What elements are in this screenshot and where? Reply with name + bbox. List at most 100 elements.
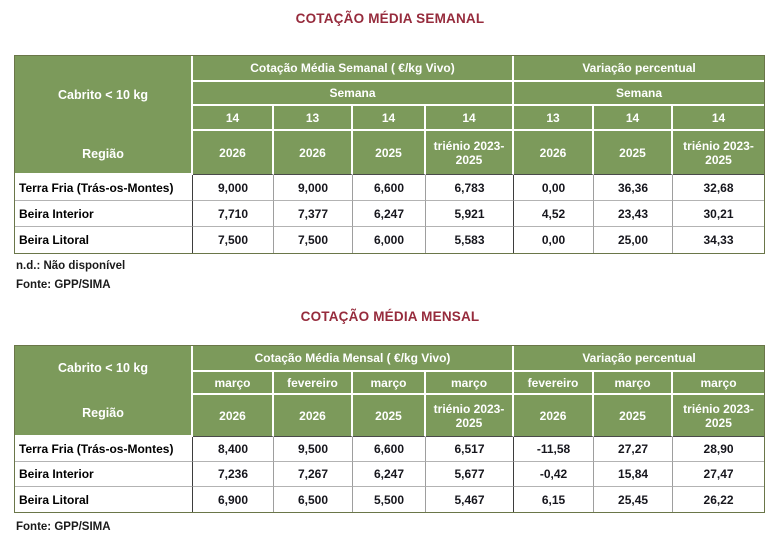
nd-footnote: n.d.: Não disponível xyxy=(16,260,126,272)
value-cell: 23,43 xyxy=(594,201,674,227)
year-cell: 2025 xyxy=(353,131,426,175)
region-cell: Beira Litoral xyxy=(15,487,193,512)
year-cell: 2026 xyxy=(193,395,274,437)
year-cell: 2026 xyxy=(274,395,353,437)
weekly-table-title: COTAÇÃO MÉDIA SEMANAL xyxy=(295,11,485,26)
region-cell: Beira Interior xyxy=(15,201,193,227)
value-cell: 7,377 xyxy=(274,201,353,227)
year-cell: triénio 2023- 2025 xyxy=(673,131,765,175)
value-cell: 5,467 xyxy=(426,487,515,512)
value-cell: 6,600 xyxy=(353,175,426,201)
region-cell: Terra Fria (Trás-os-Montes) xyxy=(15,437,193,462)
week-number-cell: 13 xyxy=(514,106,595,131)
monthly-month-row: março fevereiro março março fevereiro ma… xyxy=(15,372,765,395)
value-cell: 26,22 xyxy=(673,487,765,512)
weekly-variation-group-header: Variação percentual xyxy=(514,56,765,82)
value-cell: 7,710 xyxy=(193,201,274,227)
region-cell: Terra Fria (Trás-os-Montes) xyxy=(15,175,193,201)
value-cell: 0,00 xyxy=(514,227,595,253)
region-column-label: Região xyxy=(82,405,124,420)
year-cell: 2025 xyxy=(594,395,674,437)
value-cell: 6,247 xyxy=(353,462,426,487)
year-cell: triénio 2023- 2025 xyxy=(426,395,515,437)
weekly-table: Cabrito < 10 kg Região Cotação Média Sem… xyxy=(14,55,765,254)
year-cell: 2026 xyxy=(274,131,353,175)
monthly-quote-group-header: Cotação Média Mensal ( €/kg Vivo) xyxy=(193,346,515,372)
region-cell: Beira Interior xyxy=(15,462,193,487)
week-number-cell: 13 xyxy=(274,106,353,131)
value-cell: 6,500 xyxy=(274,487,353,512)
value-cell: 27,27 xyxy=(594,437,674,462)
year-cell: triénio 2023- 2025 xyxy=(426,131,515,175)
source-footnote: Fonte: GPP/SIMA xyxy=(16,521,111,533)
year-cell: triénio 2023- 2025 xyxy=(673,395,765,437)
value-cell: 6,600 xyxy=(353,437,426,462)
value-cell: 28,90 xyxy=(673,437,765,462)
value-cell: 5,677 xyxy=(426,462,515,487)
value-cell: 6,900 xyxy=(193,487,274,512)
value-cell: 36,36 xyxy=(594,175,674,201)
month-cell: março xyxy=(426,372,515,395)
value-cell: 6,247 xyxy=(353,201,426,227)
value-cell: 7,500 xyxy=(274,227,353,253)
month-cell: março xyxy=(193,372,274,395)
semana-subheader: Semana xyxy=(514,82,765,106)
value-cell: 7,236 xyxy=(193,462,274,487)
value-cell: 8,400 xyxy=(193,437,274,462)
region-column-label: Região xyxy=(82,146,124,161)
product-label: Cabrito < 10 kg xyxy=(58,361,148,376)
monthly-variation-group-header: Variação percentual xyxy=(514,346,765,372)
value-cell: -0,42 xyxy=(514,462,595,487)
month-cell: março xyxy=(594,372,674,395)
month-cell: março xyxy=(673,372,765,395)
value-cell: 6,15 xyxy=(514,487,595,512)
value-cell: 7,267 xyxy=(274,462,353,487)
table-row: Beira Interior 7,236 7,267 6,247 5,677 -… xyxy=(15,462,765,487)
weekly-week-number-row: 14 13 14 14 13 14 14 xyxy=(15,106,765,131)
value-cell: 5,921 xyxy=(426,201,515,227)
value-cell: 4,52 xyxy=(514,201,595,227)
year-cell: 2026 xyxy=(514,131,595,175)
week-number-cell: 14 xyxy=(353,106,426,131)
table-row: Terra Fria (Trás-os-Montes) 9,000 9,000 … xyxy=(15,175,765,201)
weekly-year-row: 2026 2026 2025 triénio 2023- 2025 2026 2… xyxy=(15,131,765,175)
month-cell: março xyxy=(353,372,426,395)
value-cell: 30,21 xyxy=(673,201,765,227)
monthly-table: Cabrito < 10 kg Região Cotação Média Men… xyxy=(14,345,765,513)
value-cell: 6,783 xyxy=(426,175,515,201)
month-cell: fevereiro xyxy=(274,372,353,395)
semana-subheader: Semana xyxy=(193,82,515,106)
monthly-year-row: 2026 2026 2025 triénio 2023- 2025 2026 2… xyxy=(15,395,765,437)
value-cell: 9,000 xyxy=(274,175,353,201)
weekly-header-group-row: Cabrito < 10 kg Região Cotação Média Sem… xyxy=(15,56,765,175)
year-cell: 2025 xyxy=(594,131,674,175)
product-label: Cabrito < 10 kg xyxy=(58,88,148,102)
year-cell: 2026 xyxy=(193,131,274,175)
table-row: Beira Litoral 7,500 7,500 6,000 5,583 0,… xyxy=(15,227,765,253)
table-row: Beira Litoral 6,900 6,500 5,500 5,467 6,… xyxy=(15,487,765,512)
value-cell: 32,68 xyxy=(673,175,765,201)
value-cell: 6,000 xyxy=(353,227,426,253)
value-cell: -11,58 xyxy=(514,437,595,462)
value-cell: 25,00 xyxy=(594,227,674,253)
weekly-subheader-row: Semana Semana xyxy=(15,82,765,106)
year-cell: 2025 xyxy=(353,395,426,437)
value-cell: 0,00 xyxy=(514,175,595,201)
monthly-corner-cell: Cabrito < 10 kg Região xyxy=(15,346,193,437)
year-cell: 2026 xyxy=(514,395,595,437)
week-number-cell: 14 xyxy=(426,106,515,131)
table-row: Beira Interior 7,710 7,377 6,247 5,921 4… xyxy=(15,201,765,227)
region-cell: Beira Litoral xyxy=(15,227,193,253)
value-cell: 7,500 xyxy=(193,227,274,253)
value-cell: 9,500 xyxy=(274,437,353,462)
monthly-table-title: COTAÇÃO MÉDIA MENSAL xyxy=(300,309,480,324)
value-cell: 6,517 xyxy=(426,437,515,462)
value-cell: 9,000 xyxy=(193,175,274,201)
value-cell: 34,33 xyxy=(673,227,765,253)
value-cell: 5,500 xyxy=(353,487,426,512)
weekly-quote-group-header: Cotação Média Semanal ( €/kg Vivo) xyxy=(193,56,515,82)
week-number-cell: 14 xyxy=(673,106,765,131)
value-cell: 27,47 xyxy=(673,462,765,487)
week-number-cell: 14 xyxy=(594,106,674,131)
